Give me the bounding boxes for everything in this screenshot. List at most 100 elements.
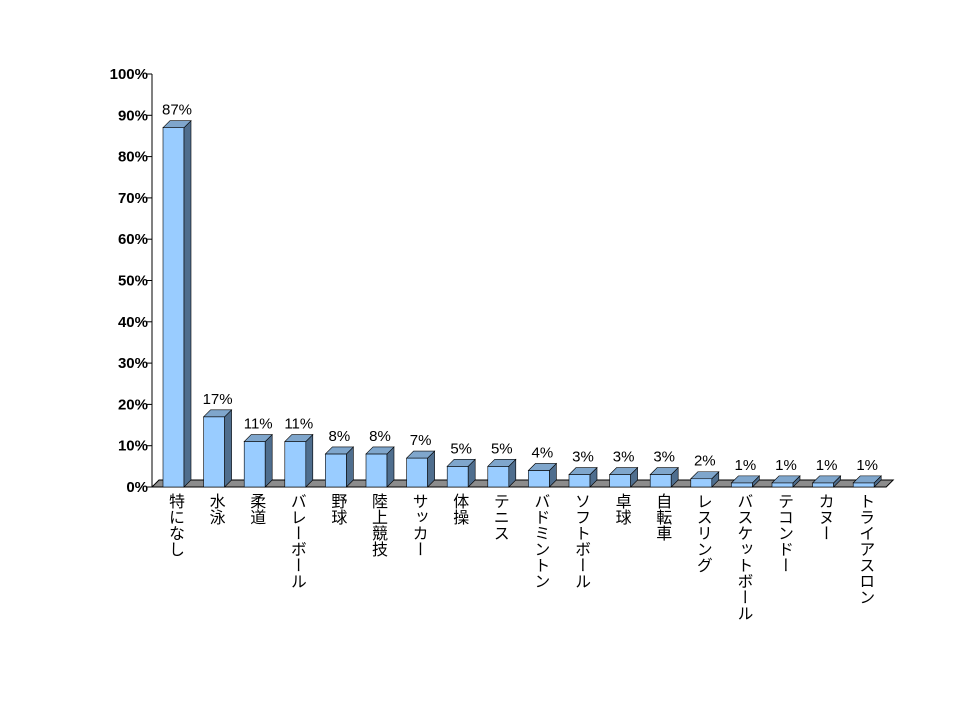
y-tick-label: 50% [118,273,148,290]
bar-top [243,434,273,442]
data-label: 1% [735,457,757,474]
bar-front [162,127,185,488]
bar-top [730,475,761,484]
bar-top [487,459,517,467]
bar-top [162,120,192,128]
category-label: サッカー [410,493,429,557]
category-label: 体操 [450,493,469,526]
y-tick-label: 60% [118,231,148,248]
bar [405,450,436,488]
y-tick-label: 40% [118,314,148,331]
bar-front [771,482,794,488]
bar [324,446,355,488]
category-label: テコンドー [775,493,794,573]
data-label: 5% [491,440,513,457]
data-label: 1% [856,457,878,474]
bar-top [649,467,679,475]
bar-front [243,441,266,488]
bar [771,475,801,488]
bar-front [487,466,510,488]
bar-side [183,119,192,488]
y-tick-label: 10% [118,438,148,455]
data-label: 3% [653,449,675,466]
bar-front [649,474,672,488]
bar [487,458,517,488]
category-label: 柔道 [247,493,266,525]
category-label: バレーボール [288,493,307,589]
category-label: ソフトボール [572,493,591,589]
category-label: カヌー [816,493,835,541]
bar [162,119,192,488]
y-tick-label: 0% [126,479,148,496]
bar-top [324,446,355,455]
data-label: 5% [450,440,472,457]
bar-top [446,459,476,467]
bar-top [690,471,720,480]
category-label: 野球 [328,493,347,525]
data-label: 87% [162,102,192,119]
data-label: 11% [244,416,273,433]
bar-front [609,474,631,488]
bar-front [406,457,428,488]
y-tick-label: 90% [118,107,148,124]
bar-front [731,482,753,488]
bar [608,466,639,488]
bar-front [528,470,550,488]
bar-front [852,482,875,488]
data-label: 4% [532,444,554,461]
y-tick-label: 20% [118,396,148,413]
bar [527,462,558,488]
bar-front [568,474,591,488]
category-label: バドミントン [531,493,550,589]
bar [690,471,720,488]
y-tick-label: 70% [118,190,148,207]
category-labels: 特になし 水泳 柔道 バレーボール 野球 陸上競技 サッカー 体操 テニス バドミントン ソフトボー… [166,493,875,621]
bar-front [325,453,347,488]
bar-top [405,450,436,459]
category-label: 卓球 [613,493,632,525]
data-label: 17% [203,391,233,408]
bar [730,475,761,488]
y-axis: 0% 10% 20% 30% 40% 50% 60% 70% 80% 90% 100% [110,66,153,496]
y-tick-label: 30% [118,355,148,372]
bar [568,466,598,488]
category-label: トライアスロン [856,493,875,605]
category-label: 自転車 [653,493,672,541]
bar [365,446,395,488]
data-label: 3% [613,449,635,466]
category-label: バスケットボール [734,493,753,621]
bar [202,409,233,488]
bar [446,458,476,488]
bar-front [284,441,307,488]
bar-top [365,446,395,455]
category-label: テニス [491,493,510,541]
bar-top [568,467,598,475]
bar-front [812,482,834,488]
bar-top [527,463,558,471]
data-label: 1% [775,457,797,474]
bar [243,433,273,488]
bar [811,475,842,488]
bar-top [202,409,233,418]
category-label: 水泳 [207,493,226,526]
category-label: 特になし [166,493,185,557]
bar-front [690,478,713,488]
data-label: 2% [694,453,716,470]
bar [852,475,882,488]
data-label: 1% [816,457,838,474]
bars [162,119,882,488]
data-label: 8% [329,428,351,445]
bar-top [608,467,639,475]
bar-top [284,434,314,442]
data-labels: 87% 17% 11% 11% 8% 8% 7% 5% 5% 4% 3% 3% 3% 2% 1% 1% 1% 1% [162,102,878,474]
bar-side [224,409,232,488]
category-label: 陸上競技 [369,493,388,558]
y-tick-label: 100% [110,66,148,83]
bar-top [852,475,882,484]
data-label: 3% [572,449,594,466]
data-label: 8% [369,428,391,445]
bar-front [365,453,388,488]
bar [284,433,314,488]
category-label: レスリング [694,493,713,573]
